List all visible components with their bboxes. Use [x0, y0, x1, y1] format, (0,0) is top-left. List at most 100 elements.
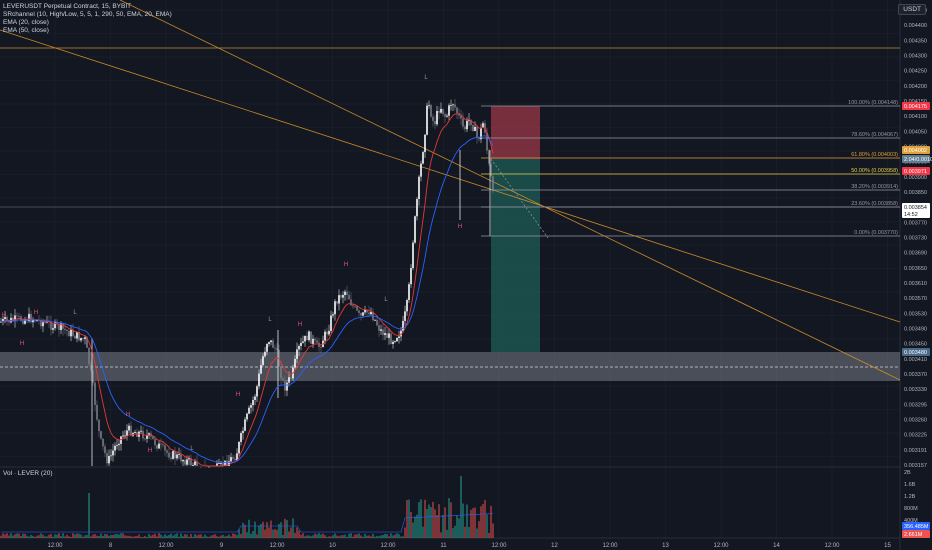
candle-body: [488, 150, 490, 164]
volume-bar: [20, 536, 22, 538]
volume-bar: [298, 530, 300, 538]
volume-bar: [270, 520, 272, 538]
price-axis-label: 0.003490: [904, 327, 927, 333]
currency-badge[interactable]: USDT: [898, 4, 926, 15]
fib-retracement[interactable]: 100.00% (0.004148) 78.60% (0.004067) 61.80…: [481, 100, 900, 237]
volume-bar: [268, 527, 270, 538]
volume-bar: [292, 518, 294, 538]
indicator-ema20[interactable]: EMA (20, close): [3, 19, 49, 26]
candle-body: [436, 110, 438, 125]
candle-body: [452, 104, 454, 106]
candle-body: [286, 382, 288, 391]
candle-body: [4, 317, 6, 320]
candle-body: [230, 457, 232, 462]
volume-bar: [344, 534, 346, 538]
volume-bar: [250, 533, 252, 538]
candle-body: [366, 309, 368, 313]
volume-badge: [902, 522, 930, 530]
candle-body: [60, 323, 62, 331]
candle-body: [282, 378, 284, 381]
volume-bar: [356, 534, 358, 538]
candle-body: [236, 453, 238, 461]
candle-body: [92, 370, 94, 383]
volume-bar: [282, 534, 284, 538]
volume-legend[interactable]: Vol · LEVER (20): [3, 470, 53, 477]
candle-body: [316, 340, 318, 343]
fib-level-label: 23.60% (0.003858): [851, 201, 898, 207]
candle-body: [310, 331, 312, 344]
price-axis-label: 0.003570: [904, 296, 927, 302]
candle-body: [480, 127, 482, 140]
indicator-srchannel[interactable]: SRchannel (10, High/Low, 5, 5, 1, 290, 5…: [3, 11, 172, 18]
candle-body: [160, 443, 162, 445]
volume-axis-label: 800M: [904, 506, 918, 512]
price-axis[interactable]: 0.0045000.0044000.0043500.0043000.004250…: [902, 8, 932, 538]
candle-body: [374, 319, 376, 321]
candle-body: [308, 331, 310, 341]
volume-bar: [232, 533, 234, 538]
price-badge: [902, 210, 930, 218]
time-axis-label: 12:00: [158, 543, 174, 549]
candle-body: [234, 458, 236, 461]
volume-bar: [208, 536, 210, 538]
time-axis-label: 13: [662, 543, 669, 549]
candle-body: [240, 433, 242, 442]
trendline-lower: [0, 29, 901, 323]
time-axis[interactable]: 12:00 8 12:00 9 12:00 10 12:00 11 12:00 12 12:00 13…: [47, 543, 891, 549]
volume-bar: [430, 507, 432, 538]
fib-level-label: 61.80% (0.004003): [851, 152, 898, 158]
candle-body: [490, 163, 492, 177]
candle-body: [52, 328, 54, 330]
volume-bar: [26, 535, 28, 538]
volume-bar: [296, 527, 298, 538]
volume-bar: [78, 533, 80, 538]
candle-body: [408, 284, 410, 301]
candle-body: [250, 405, 252, 408]
price-axis-label: 0.004350: [904, 38, 927, 44]
volume-bar: [60, 536, 62, 538]
candle-body: [272, 340, 274, 348]
volume-bar: [428, 504, 430, 538]
price-axis-label: 0.003730: [904, 236, 927, 242]
candle-body: [326, 331, 328, 335]
candle-body: [388, 333, 390, 338]
candle-body: [122, 435, 124, 437]
volume-bar: [442, 514, 444, 538]
volume-bar: [376, 535, 378, 538]
candle-body: [368, 312, 370, 315]
candle-body: [492, 176, 494, 192]
volume-bar: [300, 534, 302, 538]
volume-bar: [412, 522, 414, 538]
volume-bar: [396, 533, 398, 538]
candle-body: [156, 445, 158, 449]
candle-body: [180, 454, 182, 462]
symbol-title[interactable]: LEVERUSDT Perpetual Contract, 15, BYBIT: [3, 3, 132, 10]
candle-body: [346, 291, 348, 296]
candle-body: [194, 461, 196, 466]
volume-bar: [360, 535, 362, 538]
indicator-ema50[interactable]: EMA (50, close): [3, 27, 49, 34]
volume-bar: [230, 536, 232, 538]
volume-bar: [128, 535, 130, 538]
volume-bar: [94, 534, 96, 538]
candle-body: [344, 291, 346, 296]
volume-bar: [370, 536, 372, 538]
candle-body: [80, 338, 82, 341]
candle-body: [424, 134, 426, 153]
volume-bar: [72, 533, 74, 538]
volume-bar: [484, 500, 486, 538]
candle-body: [394, 341, 396, 342]
time-axis-label: 12:00: [824, 543, 840, 549]
volume-bar: [422, 526, 424, 538]
candle-body: [176, 454, 178, 459]
time-axis-label: 12:00: [47, 543, 63, 549]
volume-bar: [342, 535, 344, 538]
candle-body: [288, 377, 290, 383]
volume-bar: [188, 536, 190, 538]
candle-body: [432, 116, 434, 121]
pivot-marker: L: [424, 75, 428, 81]
candle-body: [34, 320, 36, 322]
volume-bar: [8, 535, 10, 538]
